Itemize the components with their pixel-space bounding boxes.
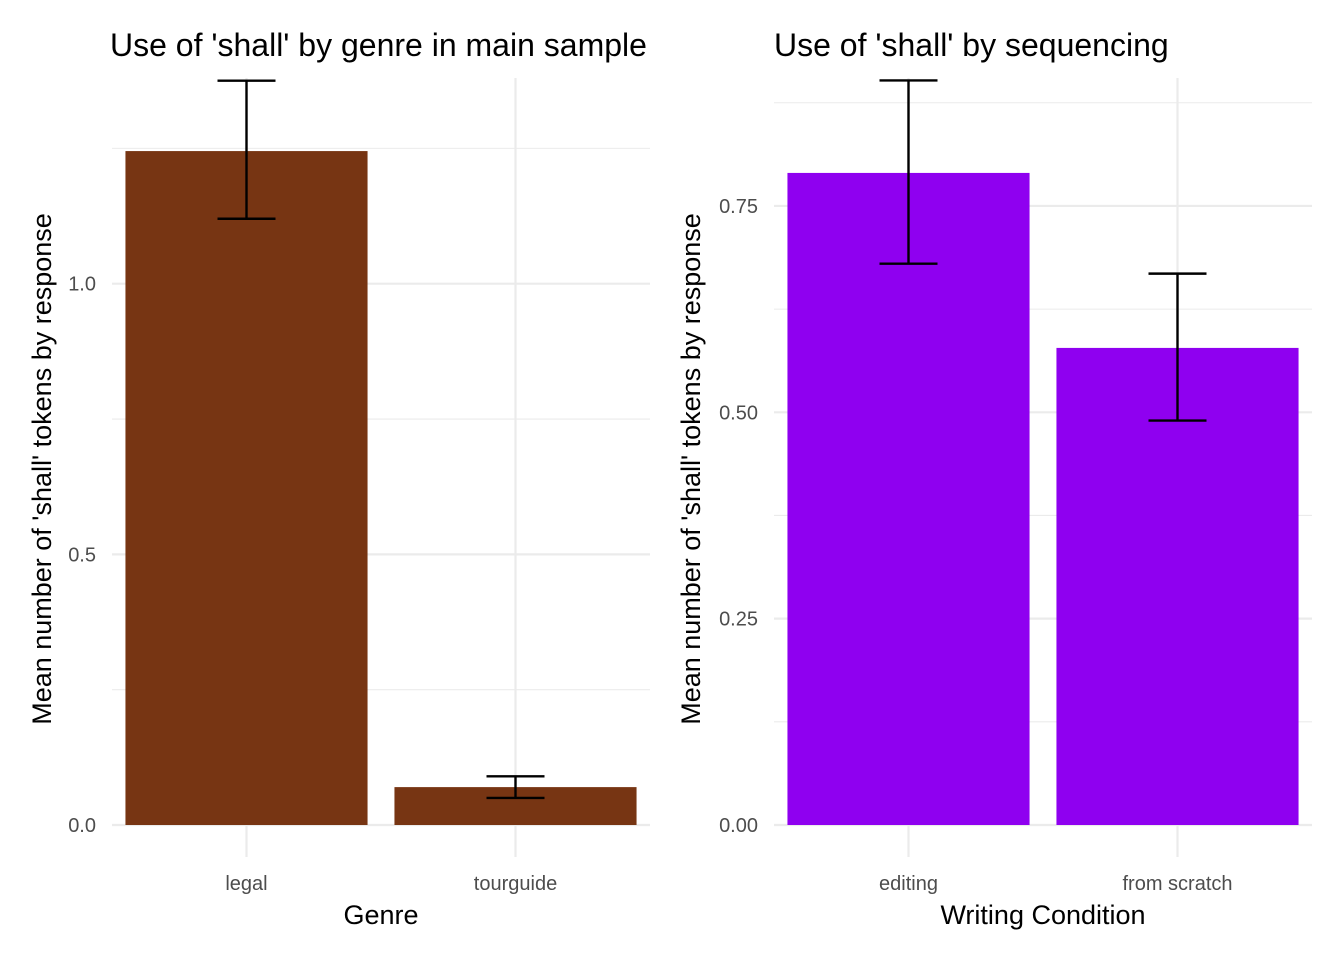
- sequencing-y-tick-label: 0.00: [719, 815, 758, 837]
- sequencing-bar-from-scratch: [1056, 347, 1299, 825]
- genre-error-bars: [217, 79, 545, 800]
- genre-x-ticks: legal tourguide: [225, 873, 557, 895]
- sequencing-x-tick-label: editing: [879, 873, 938, 895]
- sequencing-x-ticks: editing from scratch: [879, 873, 1232, 895]
- sequencing-bars: [787, 172, 1299, 825]
- genre-chart-title: Use of 'shall' by genre in main sample: [110, 27, 647, 63]
- genre-y-tick-label: 0.0: [68, 815, 96, 837]
- sequencing-chart-title: Use of 'shall' by sequencing: [774, 27, 1169, 63]
- sequencing-y-tick-label: 0.75: [719, 196, 758, 218]
- genre-x-axis-title: Genre: [343, 900, 418, 930]
- sequencing-y-tick-label: 0.25: [719, 609, 758, 631]
- genre-error-bar-legal: [217, 79, 276, 220]
- sequencing-error-bar-from-scratch: [1148, 272, 1207, 422]
- sequencing-bar-editing: [787, 172, 1030, 825]
- sequencing-y-tick-label: 0.50: [719, 402, 758, 424]
- sequencing-y-axis-title: Mean number of 'shall' tokens by respons…: [676, 213, 706, 725]
- genre-panel: 0.0 0.5 1.0 legal tourguide Use of 'shall' …: [27, 27, 650, 930]
- genre-y-ticks: 0.0 0.5 1.0: [68, 274, 96, 837]
- sequencing-error-bar-editing: [879, 79, 938, 265]
- genre-error-bar-tourguide: [486, 775, 545, 800]
- genre-bar-legal: [125, 151, 368, 826]
- genre-x-tick-label: tourguide: [474, 873, 557, 895]
- genre-x-tick-label: legal: [225, 873, 267, 895]
- sequencing-x-axis-title: Writing Condition: [940, 900, 1145, 930]
- sequencing-error-bars: [879, 79, 1207, 422]
- sequencing-panel: 0.00 0.25 0.50 0.75 editing from scratch Use…: [676, 27, 1312, 930]
- genre-y-axis-title: Mean number of 'shall' tokens by respons…: [27, 213, 57, 725]
- genre-y-tick-label: 1.0: [68, 274, 96, 296]
- sequencing-y-ticks: 0.00 0.25 0.50 0.75: [719, 196, 758, 837]
- genre-bars: [125, 151, 637, 826]
- sequencing-x-tick-label: from scratch: [1122, 873, 1232, 895]
- genre-y-tick-label: 0.5: [68, 544, 96, 566]
